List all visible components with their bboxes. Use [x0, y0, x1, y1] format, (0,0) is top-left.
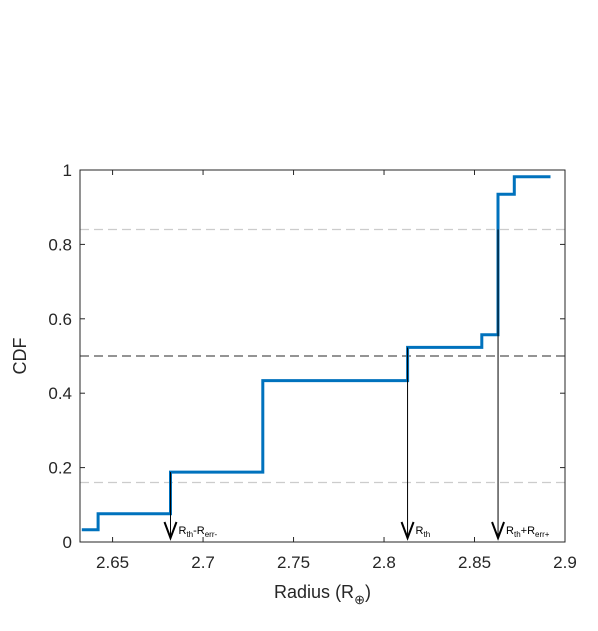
annotations: Rth-Rerr- Rth Rth+Rerr+ — [163, 229, 550, 541]
annotation-label-0: Rth-Rerr- — [178, 525, 217, 539]
x-tick-label-1: 2.7 — [191, 553, 215, 572]
arrow-head-0 — [163, 521, 178, 541]
reference-lines — [80, 228, 565, 484]
y-tick-label-0: 0 — [63, 533, 72, 552]
y-tick-label-4: 0.8 — [48, 235, 72, 254]
x-tick-label-5: 2.9 — [553, 553, 577, 572]
x-tick-label-4: 2.85 — [458, 553, 491, 572]
ticks: 2.65 2.7 2.75 2.8 2.85 2.9 0 0.2 0.4 0.6 0.8 1 — [48, 161, 576, 572]
y-tick-label-2: 0.4 — [48, 384, 72, 403]
y-axis-label: CDF — [10, 338, 30, 375]
x-tick-label-0: 2.65 — [96, 553, 129, 572]
y-tick-label-3: 0.6 — [48, 310, 72, 329]
arrow-head-2 — [491, 521, 505, 541]
x-axis-label-text: Radius (R — [274, 582, 354, 602]
y-tick-label-1: 0.2 — [48, 459, 72, 478]
x-axis-label-close: ) — [365, 582, 371, 602]
x-axis-label-symbol: ⊕ — [354, 592, 365, 607]
axes-box — [79, 169, 566, 543]
y-tick-label-5: 1 — [63, 161, 72, 180]
annotation-label-2: Rth+Rerr+ — [506, 525, 550, 539]
x-tick-label-3: 2.8 — [372, 553, 396, 572]
arrow-head-1 — [400, 521, 415, 541]
annotation-label-1: Rth — [416, 525, 431, 539]
axes — [79, 169, 566, 543]
x-tick-label-2: 2.75 — [277, 553, 310, 572]
x-axis-label: Radius (R⊕) — [274, 582, 371, 607]
